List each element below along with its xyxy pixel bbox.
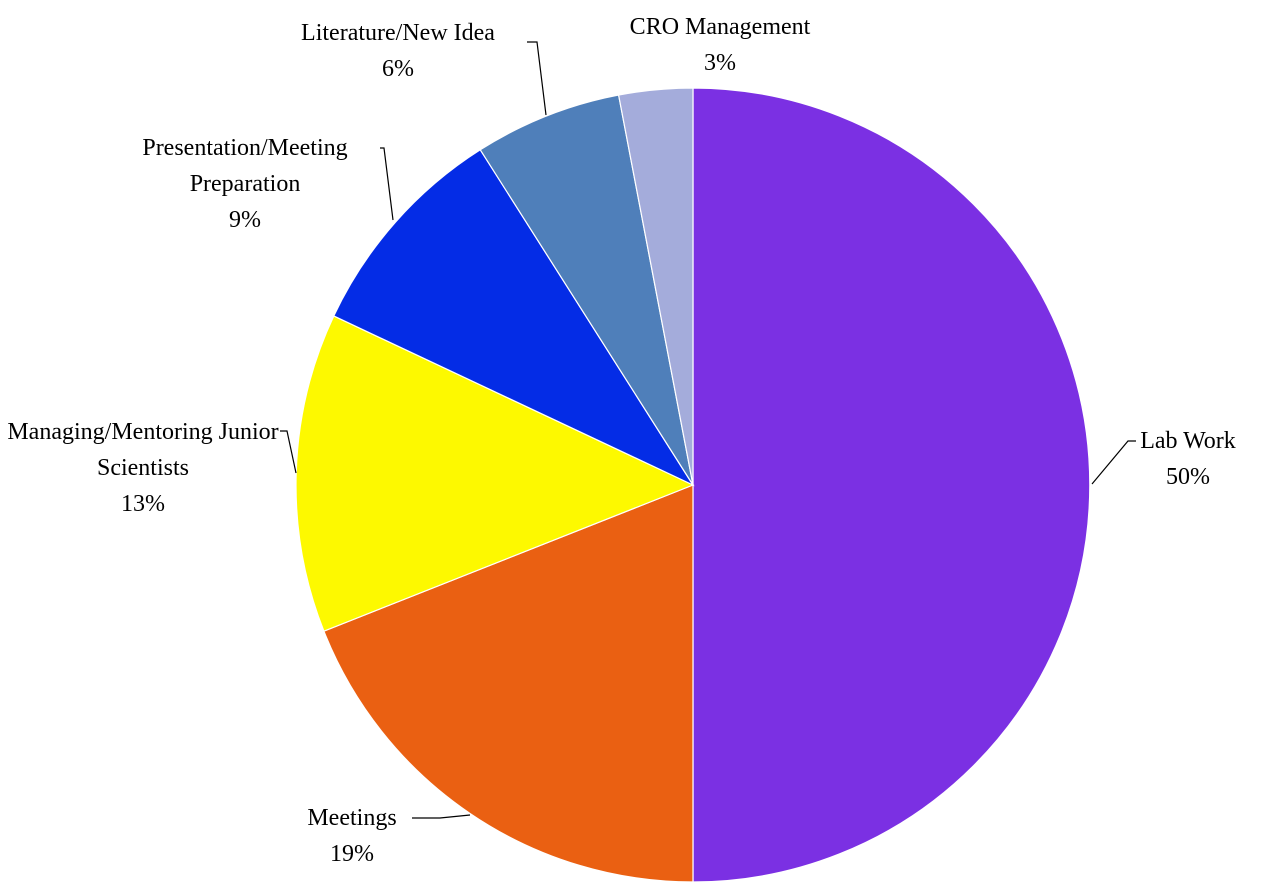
- value-label: 13%: [121, 491, 165, 517]
- category-label: Literature/New Idea: [301, 20, 495, 46]
- pie-slice: [323, 484, 694, 882]
- pie-slice: [617, 87, 694, 486]
- slice-label: Literature/New Idea 6%: [301, 15, 495, 87]
- category-label: Presentation/Meeting Preparation: [142, 135, 348, 197]
- category-label: Meetings: [307, 805, 397, 831]
- pie-slice: [332, 148, 695, 487]
- value-label: 19%: [329, 841, 374, 867]
- leader-line: [380, 147, 394, 221]
- category-label: Managing/Mentoring Junior Scientists: [7, 419, 279, 481]
- leader-line: [412, 814, 471, 819]
- slice-label: Managing/Mentoring Junior Scientists 13%: [6, 414, 281, 522]
- value-label: 3%: [703, 50, 736, 76]
- leader-line: [280, 430, 297, 474]
- slice-label: Lab Work 50%: [1140, 423, 1236, 495]
- pie-slice: [479, 94, 694, 486]
- leader-line: [1091, 440, 1136, 485]
- value-label: 6%: [381, 56, 414, 82]
- value-label: 9%: [229, 207, 261, 233]
- slice-label: CRO Management 3%: [630, 9, 811, 81]
- value-label: 50%: [1165, 464, 1210, 490]
- slice-label: Presentation/Meeting Preparation 9%: [108, 130, 383, 238]
- pie-slice: [692, 87, 1091, 882]
- category-label: Lab Work: [1140, 428, 1236, 454]
- leader-line: [527, 41, 547, 116]
- category-label: CRO Management: [629, 14, 811, 40]
- slice-label: Meetings 19%: [307, 800, 396, 872]
